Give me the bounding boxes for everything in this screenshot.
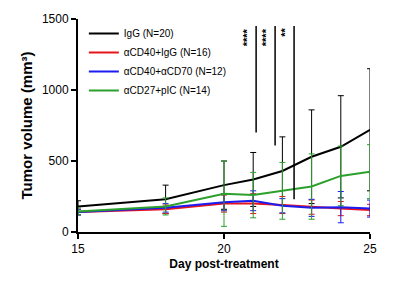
svg-text:****: **** (260, 28, 272, 46)
svg-text:Day post-treatment: Day post-treatment (169, 257, 278, 271)
svg-text:0: 0 (62, 225, 69, 239)
svg-text:**: ** (279, 27, 291, 36)
svg-text:1000: 1000 (42, 83, 69, 97)
svg-text:15: 15 (71, 242, 85, 256)
svg-text:20: 20 (217, 242, 231, 256)
svg-text:25: 25 (363, 242, 377, 256)
svg-text:****: **** (241, 28, 253, 46)
svg-text:αCD40+αCD70 (N=12): αCD40+αCD70 (N=12) (124, 66, 226, 77)
svg-text:Tumor volume (mm³): Tumor volume (mm³) (18, 51, 35, 199)
svg-text:αCD27+pIC (N=14): αCD27+pIC (N=14) (124, 85, 210, 96)
svg-text:IgG (N=20): IgG (N=20) (124, 28, 174, 39)
svg-text:αCD40+IgG (N=16): αCD40+IgG (N=16) (124, 47, 211, 58)
svg-text:1500: 1500 (42, 12, 69, 26)
svg-text:500: 500 (49, 154, 69, 168)
